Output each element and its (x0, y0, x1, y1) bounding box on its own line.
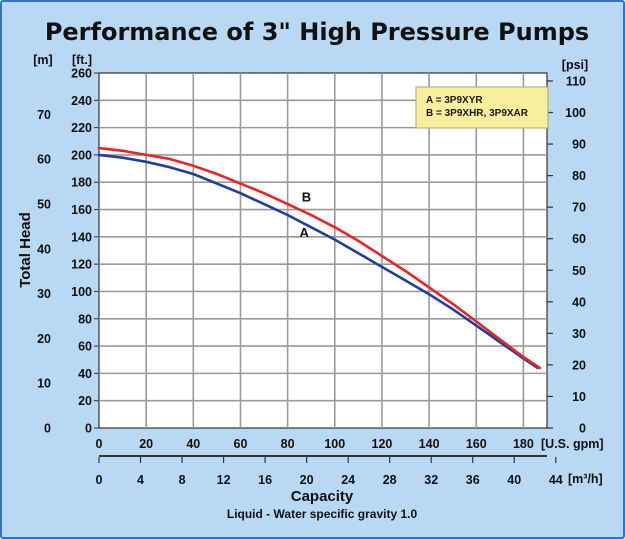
y-tick-label-ft: 140 (71, 230, 92, 244)
y-tick-label-psi: 20 (572, 358, 586, 372)
x-tick-label-m3h: 32 (424, 473, 438, 487)
y-tick-label-ft: 160 (71, 203, 92, 217)
grid-lines (99, 73, 547, 428)
legend-entry-b: B = 3P9XHR, 3P9XAR (426, 108, 529, 119)
y-tick-label-ft: 260 (71, 67, 92, 81)
y-tick-label-psi: 80 (572, 169, 586, 183)
x-tick-label-gpm: 160 (466, 437, 487, 451)
y-tick-label-psi: 110 (566, 74, 586, 88)
x-tick-label-m3h: 40 (507, 473, 521, 487)
x-tick-label-gpm: 120 (372, 437, 393, 451)
legend-box: A = 3P9XYR B = 3P9XHR, 3P9XAR (415, 86, 549, 129)
x-tick-label-m3h: 0 (96, 473, 103, 487)
y-tick-label-psi: 90 (572, 138, 586, 152)
x-tick-label-m3h: 12 (217, 473, 231, 487)
x-tick-label-gpm: 80 (281, 437, 295, 451)
y-tick-label-ft: 60 (78, 340, 92, 354)
y-tick-label-m: 30 (37, 287, 51, 301)
series-label-a: A (299, 225, 309, 240)
x-tick-label-m3h: 28 (383, 473, 397, 487)
y-tick-label-ft: 180 (71, 176, 92, 190)
x-axis-title: Capacity (291, 488, 354, 505)
y-tick-label-m: 70 (37, 108, 51, 122)
x-tick-label-m3h: 44 (549, 473, 563, 487)
series-line-b (97, 146, 542, 370)
secondary-x-axis-line (99, 455, 547, 457)
legend-entry-a: A = 3P9XYR (426, 95, 483, 106)
y-tick-label-psi: 50 (572, 264, 586, 278)
series-label-b: B (302, 189, 311, 204)
gpm-unit-label: [U.S. gpm] (541, 437, 604, 451)
m3h-unit-label: [m³/h] (568, 472, 603, 486)
x-tick-label-m3h: 16 (258, 473, 272, 487)
chart-title: Performance of 3" High Pressure Pumps (45, 18, 589, 46)
x-tick-label-gpm: 140 (419, 437, 440, 451)
y-tick-label-ft: 20 (78, 394, 92, 408)
m-unit-label: [m] (33, 53, 52, 67)
x-tick-label-m3h: 4 (137, 473, 144, 487)
x-tick-label-m3h: 36 (466, 473, 480, 487)
x-tick-label-m3h: 8 (179, 473, 186, 487)
y-tick-label-m: 60 (37, 153, 51, 167)
y-tick-label-ft: 80 (78, 312, 92, 326)
y-tick-label-psi: 10 (572, 390, 586, 404)
legend-background (415, 86, 549, 129)
series-line-a (97, 153, 539, 370)
ft-unit-label: [ft.] (72, 53, 92, 67)
plot-area (98, 72, 548, 429)
x-tick-label-m3h: 24 (341, 473, 355, 487)
x-tick-label-gpm: 0 (96, 437, 103, 451)
y-tick-label-ft: 220 (71, 121, 92, 135)
data-series: BA (97, 146, 542, 370)
y-tick-label-psi: 0 (579, 422, 586, 436)
axis-ticks: 0 20 40 60 80 100 120 140 160 1800204060801001201… (37, 67, 586, 488)
y-tick-label-ft: 240 (71, 94, 92, 108)
x-tick-label-gpm: 60 (234, 437, 248, 451)
x-tick-label-gpm: 40 (186, 437, 200, 451)
y-tick-label-m: 40 (37, 242, 51, 256)
y-tick-label-ft: 100 (71, 285, 92, 299)
y-tick-label-psi: 100 (565, 106, 586, 120)
y-tick-label-m: 20 (37, 332, 51, 346)
y-tick-label-ft: 120 (71, 258, 92, 272)
y-tick-label-m: 50 (37, 198, 51, 212)
y-tick-label-ft: 40 (78, 367, 92, 381)
y-tick-label-psi: 30 (572, 327, 586, 341)
x-tick-label-m3h: 20 (300, 473, 314, 487)
x-tick-label-gpm: 180 (513, 437, 534, 451)
liquid-note: Liquid - Water specific gravity 1.0 (227, 507, 418, 521)
psi-unit-label: [psi] (562, 58, 588, 72)
y-tick-label-psi: 70 (572, 201, 586, 215)
x-tick-label-gpm: 100 (324, 437, 345, 451)
y-tick-label-m: 10 (37, 377, 51, 391)
y-tick-label-psi: 40 (572, 295, 586, 309)
y-tick-label-ft: 200 (71, 148, 92, 162)
x-tick-label-gpm: 20 (139, 437, 153, 451)
y-axis-title: Total Head (17, 212, 34, 288)
y-tick-label-ft: 0 (85, 422, 92, 436)
y-tick-label-psi: 60 (572, 232, 586, 246)
y-tick-label-m: 0 (44, 422, 51, 436)
